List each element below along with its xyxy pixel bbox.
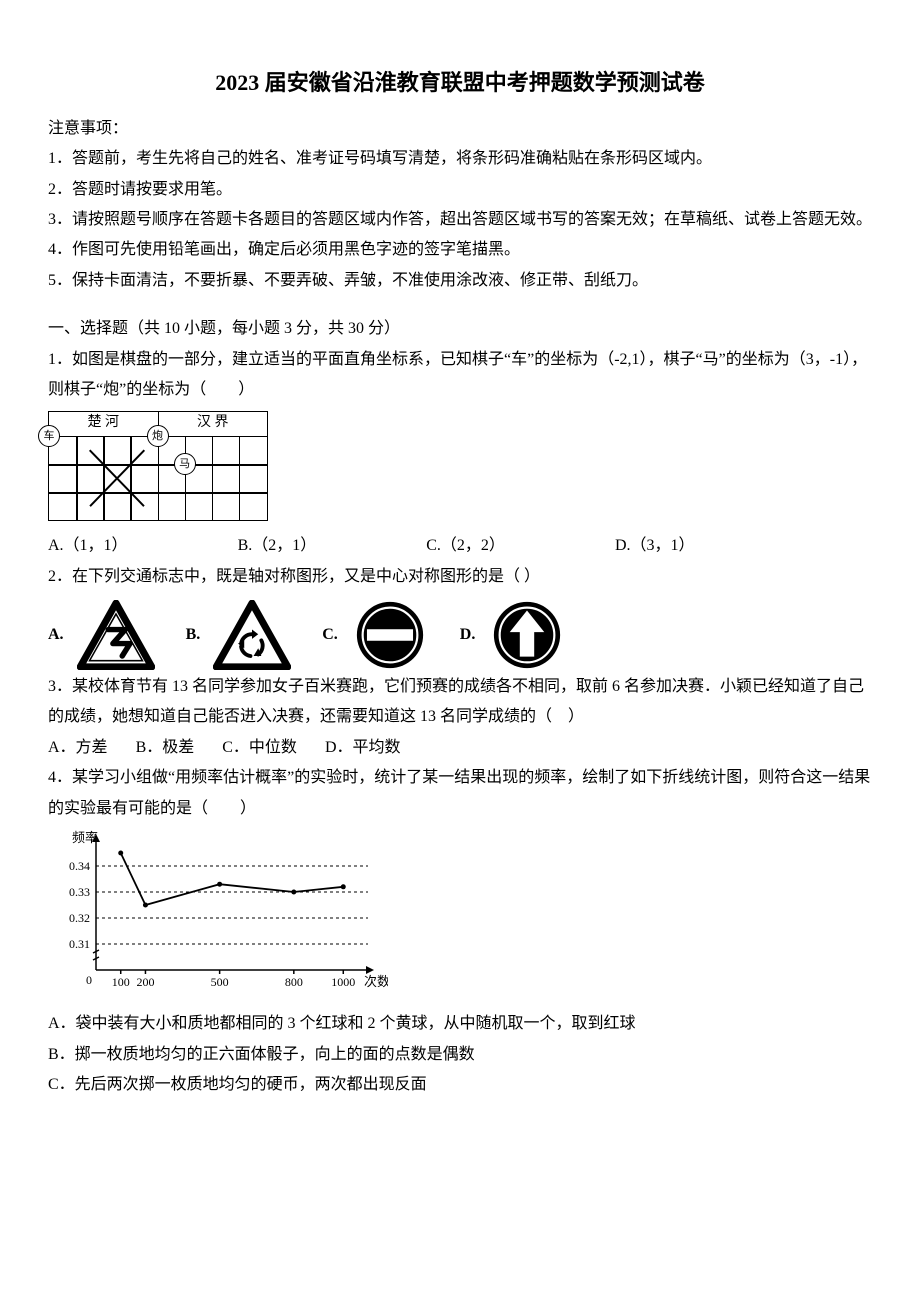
svg-text:0.31: 0.31 xyxy=(69,937,90,951)
question-4-text2: 的实验最有可能的是（ ） xyxy=(48,794,872,824)
question-2-text: 2．在下列交通标志中，既是轴对称图形，又是中心对称图形的是（ ） xyxy=(48,562,872,592)
svg-text:800: 800 xyxy=(285,975,303,989)
svg-text:100: 100 xyxy=(112,975,130,989)
chessboard-left-label: 楚 河 xyxy=(49,412,159,436)
option-d: D.（3，1） xyxy=(615,531,695,561)
svg-text:200: 200 xyxy=(136,975,154,989)
question-4-option-a: A．袋中装有大小和质地都相同的 3 个红球和 2 个黄球，从中随机取一个，取到红… xyxy=(48,1009,872,1039)
question-3-options: A．方差 B．极差 C．中位数 D．平均数 xyxy=(48,733,872,763)
sign-c-block: C. xyxy=(322,600,430,670)
chess-piece: 马 xyxy=(174,453,196,475)
notice-line: 4．作图可先使用铅笔画出，确定后必须用黑色字迹的签字笔描黑。 xyxy=(48,235,872,265)
question-2-signs: A. B. xyxy=(48,600,872,670)
svg-text:500: 500 xyxy=(211,975,229,989)
section-heading: 一、选择题（共 10 小题，每小题 3 分，共 30 分） xyxy=(48,314,872,344)
sign-c-label: C. xyxy=(322,620,338,650)
question-1-text2: 则棋子“炮”的坐标为（ ） xyxy=(48,375,872,405)
notice-line: 2．答题时请按要求用笔。 xyxy=(48,175,872,205)
sign-d-icon xyxy=(487,600,567,670)
chess-piece: 车 xyxy=(38,425,60,447)
question-4-option-c: C．先后两次掷一枚质地均匀的硬币，两次都出现反面 xyxy=(48,1070,872,1100)
svg-text:0.34: 0.34 xyxy=(69,859,90,873)
sign-b-label: B. xyxy=(186,620,201,650)
svg-text:0: 0 xyxy=(86,973,92,987)
option-b: B.（2，1） xyxy=(238,531,317,561)
frequency-line-chart: 频率 0.31 0.32 0.33 0.34 0 100 200 500 800 1000 次数 xyxy=(48,828,388,998)
question-1-options: A.（1，1） B.（2，1） C.（2，2） D.（3，1） xyxy=(48,531,872,561)
notice-line: 3．请按照题号顺序在答题卡各题目的答题区域内作答，超出答题区域书写的答案无效；在… xyxy=(48,205,872,235)
option-a: A．方差 xyxy=(48,733,108,763)
notice-line: 1．答题前，考生先将自己的姓名、准考证号码填写清楚，将条形码准确粘贴在条形码区域… xyxy=(48,144,872,174)
option-c: C．中位数 xyxy=(222,733,297,763)
question-3-text2: 的成绩，她想知道自己能否进入决赛，还需要知道这 13 名同学成绩的（ ） xyxy=(48,702,872,732)
svg-text:0.32: 0.32 xyxy=(69,911,90,925)
svg-text:1000: 1000 xyxy=(331,975,355,989)
sign-d-label: D. xyxy=(460,620,476,650)
sign-c-icon xyxy=(350,600,430,670)
question-4-option-b: B．掷一枚质地均匀的正六面体骰子，向上的面的点数是偶数 xyxy=(48,1040,872,1070)
page-title: 2023 届安徽省沿淮教育联盟中考押题数学预测试卷 xyxy=(48,62,872,104)
question-4-text: 4．某学习小组做“用频率估计概率”的实验时，统计了某一结果出现的频率，绘制了如下… xyxy=(48,763,872,793)
option-b: B．极差 xyxy=(136,733,195,763)
option-c: C.（2，2） xyxy=(426,531,505,561)
sign-a-block: A. xyxy=(48,600,156,670)
question-1-text: 1．如图是棋盘的一部分，建立适当的平面直角坐标系，已知棋子“车”的坐标为（-2,… xyxy=(48,345,872,375)
notice-line: 5．保持卡面清洁，不要折暴、不要弄破、弄皱，不准使用涂改液、修正带、刮纸刀。 xyxy=(48,266,872,296)
option-a: A.（1，1） xyxy=(48,531,128,561)
chess-piece: 炮 xyxy=(147,425,169,447)
sign-b-icon xyxy=(212,600,292,670)
chessboard-figure: 楚 河 汉 界 车炮马 xyxy=(48,411,268,521)
question-3-text: 3．某校体育节有 13 名同学参加女子百米赛跑，它们预赛的成绩各不相同，取前 6… xyxy=(48,672,872,702)
option-d: D．平均数 xyxy=(325,733,401,763)
svg-text:0.33: 0.33 xyxy=(69,885,90,899)
sign-a-icon xyxy=(76,600,156,670)
svg-text:频率: 频率 xyxy=(72,830,98,845)
sign-d-block: D. xyxy=(460,600,568,670)
chessboard-right-label: 汉 界 xyxy=(159,412,268,436)
sign-a-label: A. xyxy=(48,620,64,650)
notice-header: 注意事项： xyxy=(48,114,872,144)
svg-text:次数: 次数 xyxy=(364,974,388,989)
sign-b-block: B. xyxy=(186,600,293,670)
